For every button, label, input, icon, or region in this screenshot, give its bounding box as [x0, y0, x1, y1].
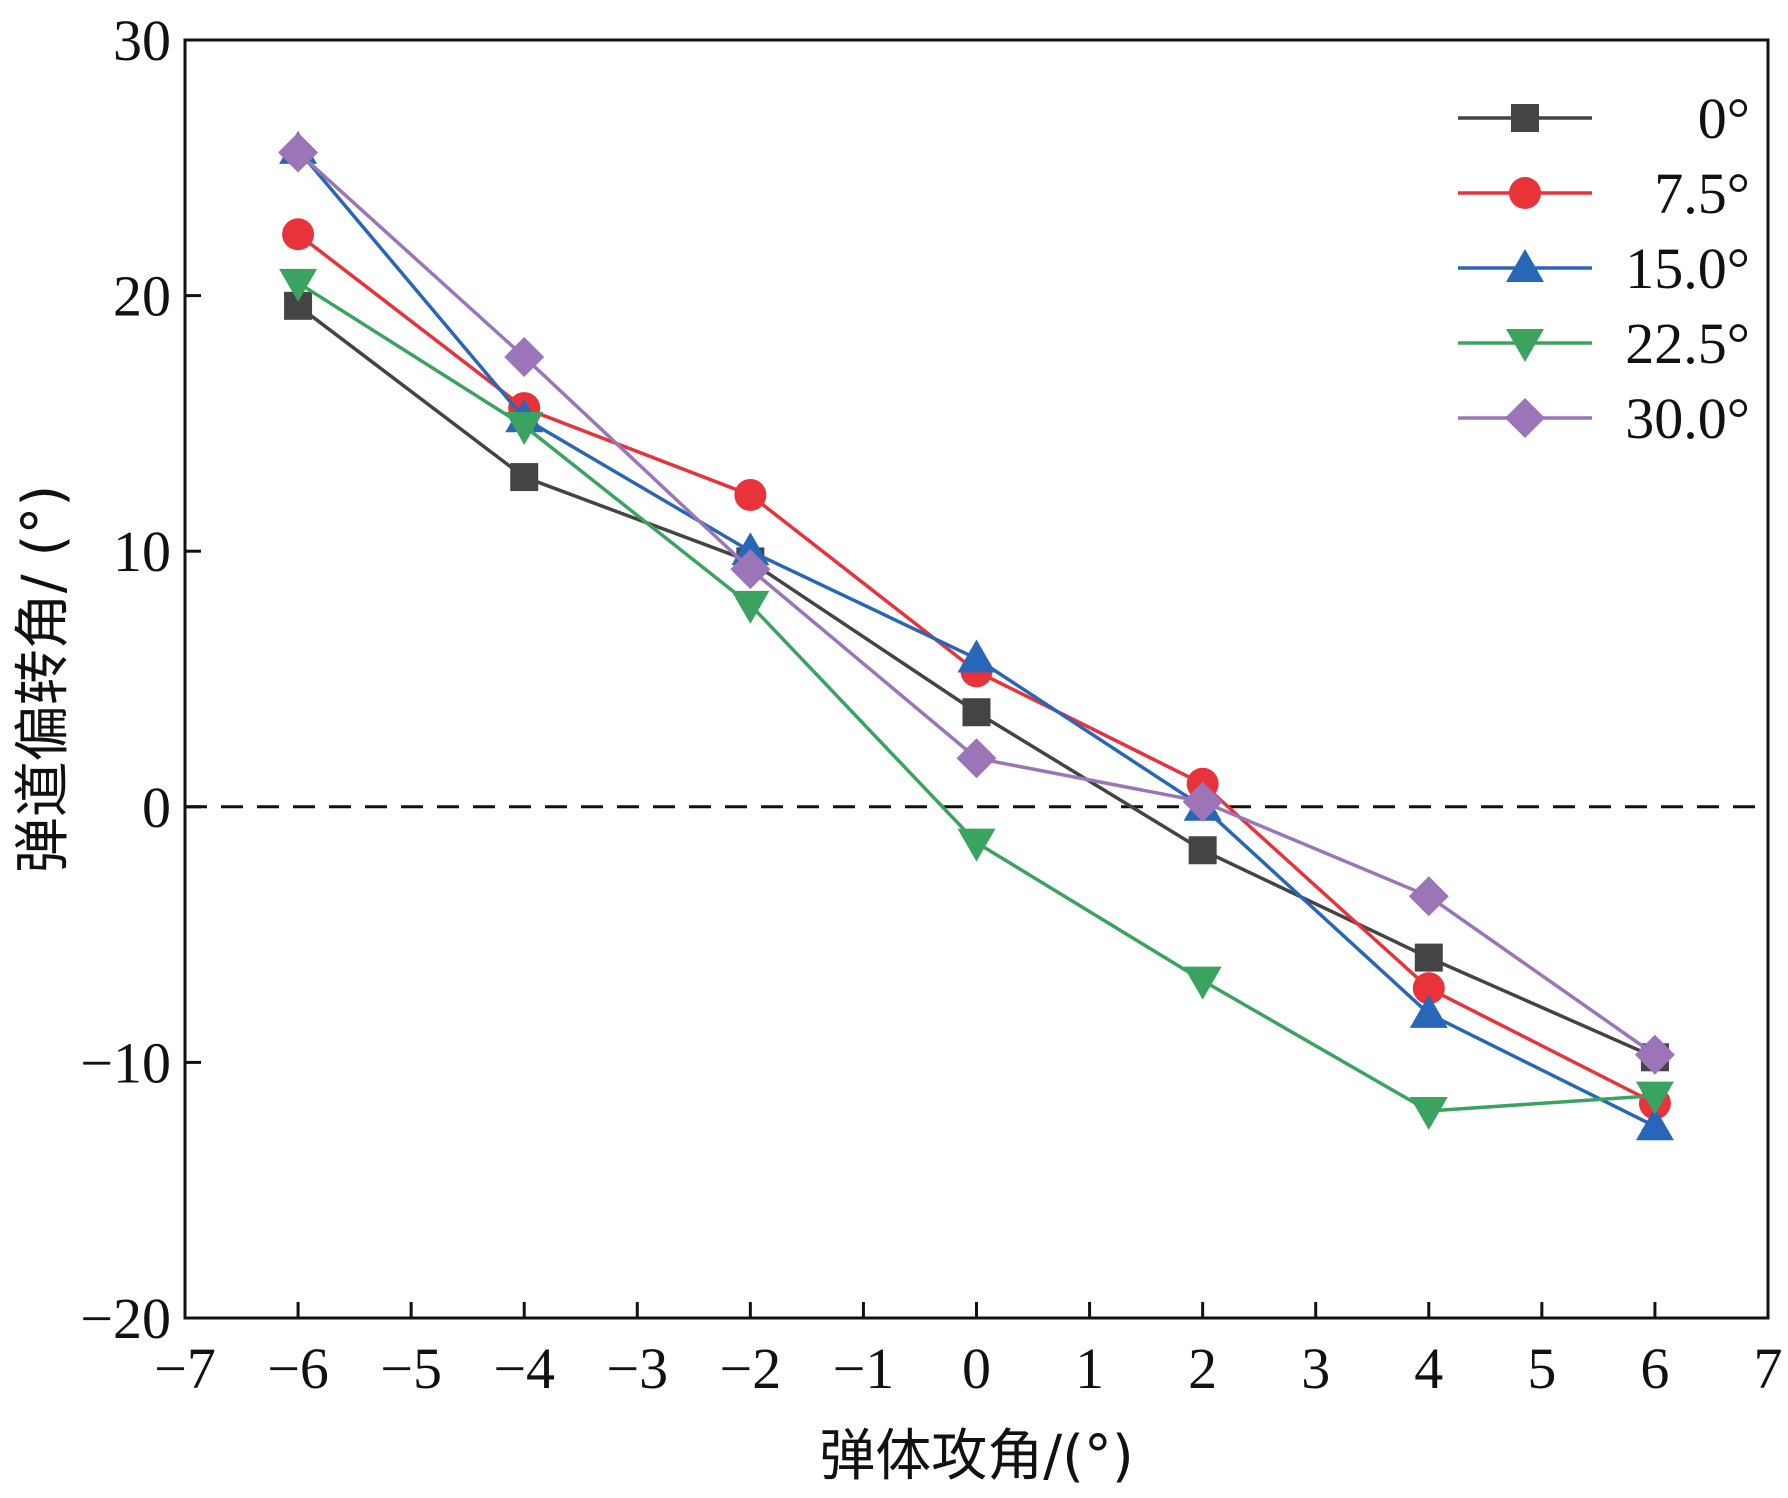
- legend-label: 30.0°: [1625, 386, 1750, 451]
- x-tick-label: 4: [1414, 1336, 1443, 1401]
- data-point: [957, 828, 996, 862]
- series-line: [297, 281, 1656, 1113]
- data-point: [510, 463, 539, 492]
- x-tick-label: −7: [154, 1336, 216, 1401]
- data-point: [956, 738, 997, 779]
- y-tick-label: 20: [113, 264, 171, 329]
- x-tick-label: −2: [719, 1336, 781, 1401]
- data-point: [1414, 943, 1443, 972]
- y-tick-label: −20: [80, 1286, 171, 1351]
- x-tick-label: −5: [380, 1336, 442, 1401]
- data-point: [1409, 994, 1448, 1028]
- legend-label: 15.0°: [1625, 236, 1750, 301]
- legend-label: 22.5°: [1625, 311, 1750, 376]
- data-point: [1635, 1107, 1674, 1141]
- x-tick-label: −4: [493, 1336, 555, 1401]
- data-point: [962, 698, 991, 727]
- data-point: [278, 132, 319, 173]
- x-tick-label: 5: [1527, 1336, 1556, 1401]
- data-point: [730, 549, 771, 590]
- series-3: [279, 268, 1674, 1130]
- y-tick-label: 10: [113, 519, 171, 584]
- data-point: [1409, 1096, 1448, 1130]
- legend-label: 0°: [1698, 86, 1750, 151]
- x-tick-label: 0: [962, 1336, 991, 1401]
- x-tick-label: −1: [833, 1336, 895, 1401]
- data-point: [957, 639, 996, 673]
- data-point: [1635, 1081, 1674, 1115]
- x-tick-label: 6: [1640, 1336, 1669, 1401]
- y-axis-title: 弹道偏转角/ (°): [11, 485, 76, 873]
- data-point: [1182, 781, 1223, 822]
- data-point: [282, 218, 315, 251]
- legend-marker: [1505, 398, 1545, 438]
- series-line: [296, 148, 1656, 1128]
- legend-marker: [1511, 104, 1539, 132]
- x-tick-label: −6: [267, 1336, 329, 1401]
- x-tick-label: −3: [606, 1336, 668, 1401]
- data-point: [731, 590, 770, 624]
- x-tick-label: 3: [1301, 1336, 1330, 1401]
- legend-marker: [1506, 329, 1544, 362]
- series-4: [278, 132, 1675, 1075]
- x-tick-label: 7: [1754, 1336, 1783, 1401]
- series-2: [279, 130, 1674, 1141]
- data-point: [1183, 966, 1222, 1000]
- data-point: [279, 268, 318, 302]
- legend-marker: [1506, 249, 1544, 282]
- data-point: [734, 478, 767, 511]
- x-tick-label: 2: [1188, 1336, 1217, 1401]
- x-axis: −7 −6 −5 −4 −3 −2 −1 0 1 2 3 4 5 6 7: [154, 1302, 1783, 1401]
- legend-marker: [1509, 177, 1541, 209]
- y-tick-label: 0: [142, 775, 171, 840]
- data-point: [505, 411, 544, 445]
- series-line: [296, 151, 1656, 1057]
- legend: 0° 7.5° 15.0° 22.5° 30.0°: [1458, 86, 1750, 451]
- x-tick-label: 1: [1075, 1336, 1104, 1401]
- legend-label: 7.5°: [1654, 161, 1750, 226]
- data-point: [731, 532, 770, 566]
- y-axis: −20 −10 0 10 20 30: [80, 8, 201, 1351]
- x-axis-title: 弹体攻角/(°): [819, 1424, 1134, 1489]
- data-point: [1634, 1034, 1675, 1075]
- data-point: [1188, 836, 1217, 865]
- data-point: [1412, 972, 1445, 1005]
- data-point: [1408, 876, 1449, 917]
- data-point: [504, 336, 545, 377]
- y-tick-label: 30: [113, 8, 171, 73]
- y-tick-label: −10: [80, 1030, 171, 1095]
